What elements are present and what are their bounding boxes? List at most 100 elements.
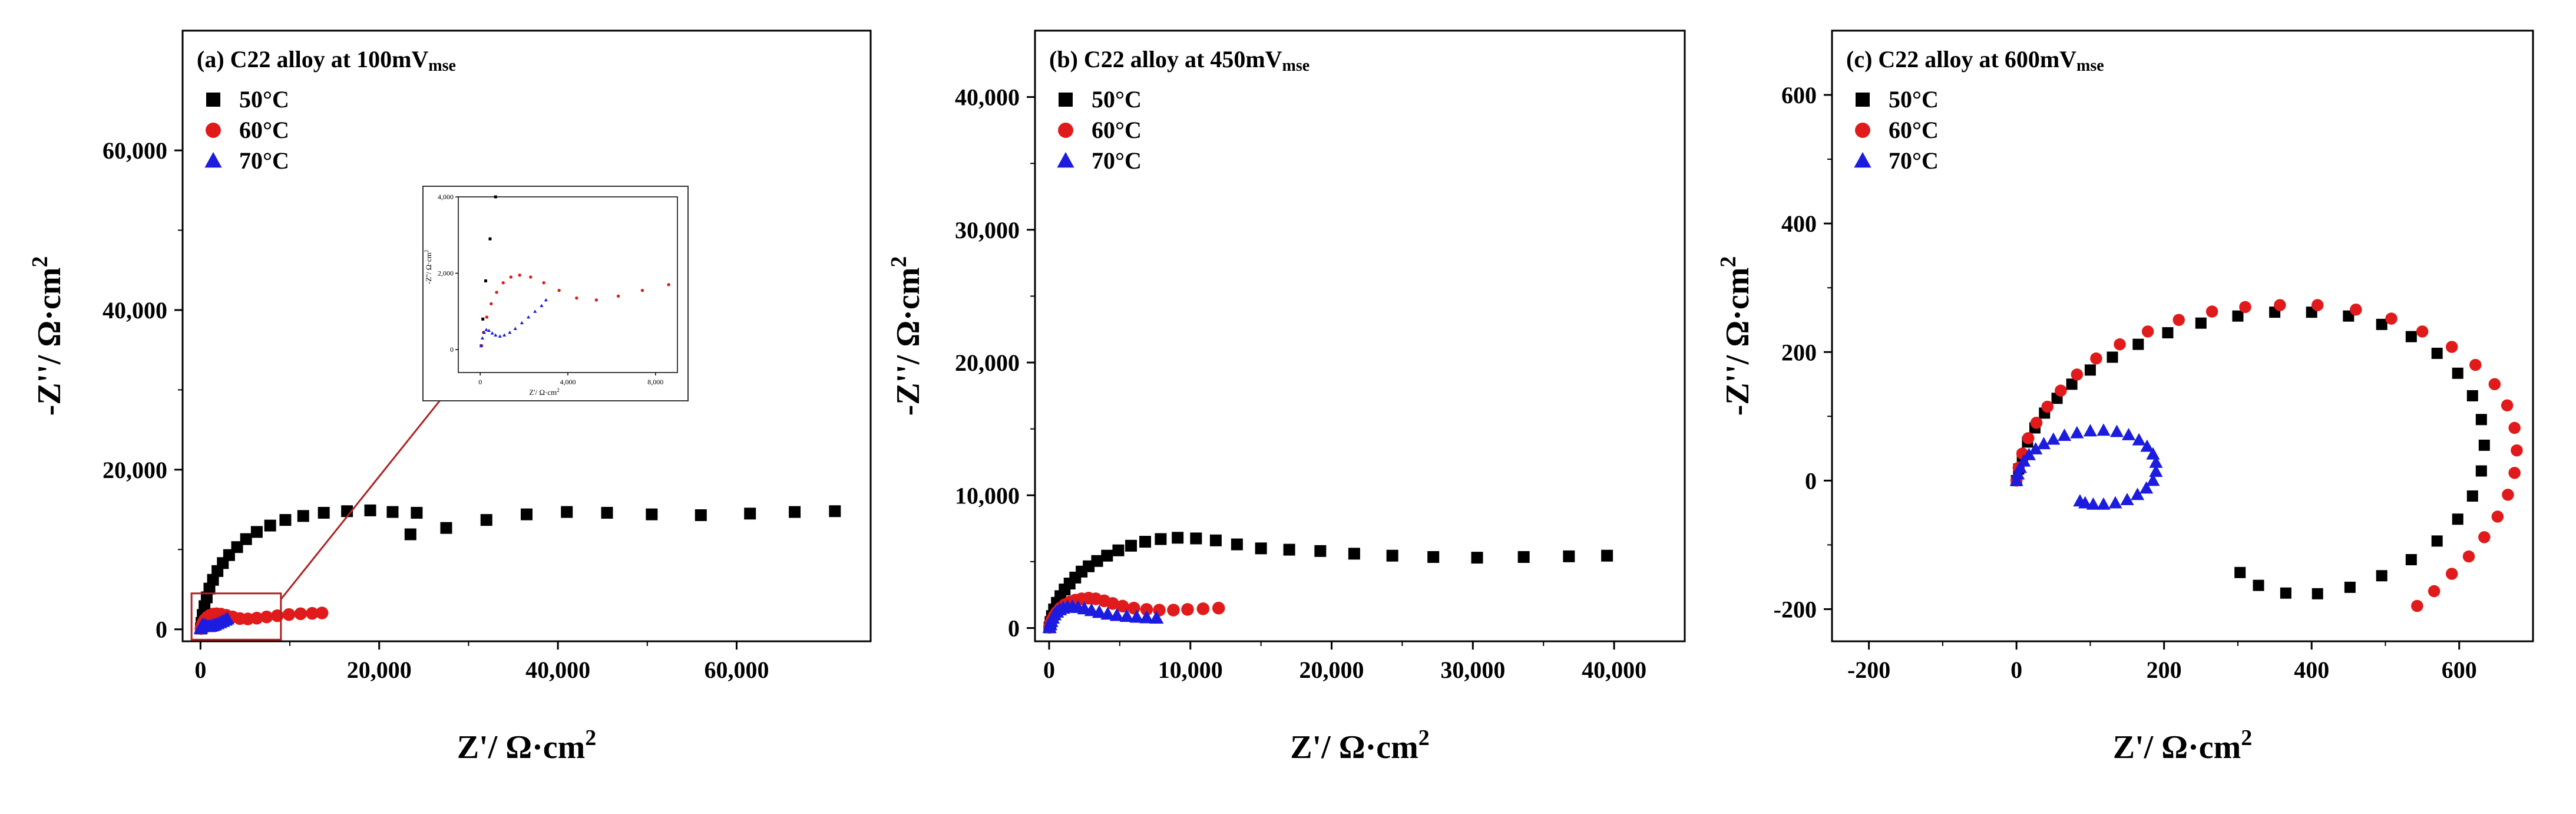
data-point bbox=[2350, 304, 2362, 316]
data-point bbox=[1348, 548, 1360, 560]
data-point bbox=[2488, 378, 2501, 391]
data-point bbox=[2376, 570, 2387, 582]
y-tick-label: 200 bbox=[1781, 339, 1817, 365]
data-point bbox=[2070, 426, 2084, 439]
data-point bbox=[2149, 455, 2163, 468]
data-point bbox=[1181, 603, 1194, 616]
legend-marker bbox=[1854, 151, 1871, 168]
inset-x-tick-label: 8,000 bbox=[647, 378, 663, 386]
data-point bbox=[1563, 550, 1575, 562]
inset-data-point bbox=[540, 304, 544, 307]
y-tick-label: 0 bbox=[156, 617, 167, 643]
inset-data-point bbox=[508, 330, 512, 334]
y-axis-label: -Z''/ Ω·cm2 bbox=[1716, 256, 1756, 416]
data-point bbox=[2146, 473, 2160, 486]
data-point bbox=[231, 541, 243, 553]
data-point bbox=[2405, 554, 2417, 566]
y-tick-label: 400 bbox=[1781, 210, 1817, 237]
data-point bbox=[2280, 587, 2291, 599]
data-point bbox=[2239, 301, 2251, 314]
data-point bbox=[2195, 317, 2207, 329]
y-tick-label: 30,000 bbox=[955, 217, 1020, 243]
inset-data-point bbox=[485, 315, 489, 319]
inset-x-axis-label: Z'/ Ω·cm2 bbox=[529, 387, 560, 397]
data-point bbox=[250, 526, 263, 538]
legend-marker bbox=[1856, 93, 1870, 107]
inset-data-point bbox=[667, 283, 670, 286]
data-point bbox=[294, 607, 307, 621]
x-tick-label: 0 bbox=[1043, 657, 1055, 683]
legend-marker bbox=[206, 93, 220, 107]
data-point bbox=[2475, 414, 2487, 426]
data-point bbox=[2253, 579, 2264, 591]
data-point bbox=[2132, 338, 2144, 350]
y-tick-label: 60,000 bbox=[102, 137, 167, 164]
data-point bbox=[2416, 325, 2429, 338]
data-point bbox=[1119, 609, 1135, 622]
data-point bbox=[2428, 585, 2441, 598]
series-70°C bbox=[2009, 423, 2163, 510]
data-point bbox=[2478, 531, 2491, 543]
data-point bbox=[2234, 566, 2246, 578]
inset-data-point bbox=[482, 330, 486, 334]
data-point bbox=[1283, 543, 1295, 556]
data-point bbox=[2046, 432, 2061, 445]
plot-frame bbox=[181, 29, 872, 642]
inset-data-point bbox=[518, 273, 521, 277]
data-point bbox=[2502, 489, 2514, 501]
data-point bbox=[1100, 607, 1115, 620]
data-point bbox=[1190, 532, 1202, 545]
x-tick-label: 40,000 bbox=[525, 657, 590, 683]
data-point bbox=[1209, 534, 1222, 546]
inset-data-point bbox=[484, 279, 487, 283]
data-point bbox=[2274, 299, 2286, 311]
inset-data-point bbox=[495, 291, 498, 294]
data-point bbox=[2096, 423, 2111, 436]
data-point bbox=[364, 504, 376, 516]
data-point bbox=[2029, 441, 2043, 454]
inset-border bbox=[422, 186, 689, 401]
data-point bbox=[1155, 533, 1167, 545]
data-point bbox=[2131, 487, 2145, 500]
chart-title: (a) C22 alloy at 100mVmse bbox=[197, 46, 456, 75]
data-point bbox=[2058, 429, 2072, 441]
data-point bbox=[2405, 331, 2417, 342]
data-point bbox=[2452, 367, 2463, 379]
data-point bbox=[315, 607, 329, 619]
data-point bbox=[1517, 551, 1530, 563]
data-point bbox=[1101, 549, 1113, 562]
x-tick-label: 0 bbox=[2010, 657, 2022, 683]
data-point bbox=[282, 608, 296, 621]
data-point bbox=[250, 611, 263, 625]
legend-marker bbox=[1059, 93, 1073, 107]
data-point bbox=[2491, 510, 2504, 523]
data-point bbox=[2022, 432, 2035, 444]
x-tick-label: 400 bbox=[2294, 657, 2329, 683]
data-point bbox=[2311, 299, 2324, 311]
data-point bbox=[2508, 467, 2521, 479]
data-point bbox=[1386, 549, 1398, 562]
data-point bbox=[1109, 608, 1125, 621]
data-point bbox=[2466, 390, 2478, 401]
series-50°C bbox=[2010, 307, 2490, 599]
legend-marker bbox=[1058, 123, 1073, 138]
chart-title: (b) C22 alloy at 450mVmse bbox=[1049, 46, 1310, 75]
x-tick-label: 600 bbox=[2442, 657, 2477, 683]
inset-y-axis-label: -Z''/ Ω·cm2 bbox=[424, 250, 433, 284]
data-point bbox=[2501, 399, 2514, 412]
x-axis-label: Z'/ Ω·cm2 bbox=[1290, 726, 1430, 766]
chart-panel-a: 0 20,000 40,000 60,000 0 20,000 40,000 60,000 Z'… bbox=[28, 29, 872, 766]
legend-marker bbox=[206, 123, 221, 138]
data-point bbox=[1196, 602, 1210, 615]
y-tick-label: 0 bbox=[1008, 615, 1020, 641]
data-point bbox=[2466, 490, 2478, 502]
data-point bbox=[2073, 494, 2087, 507]
legend-marker bbox=[204, 151, 222, 168]
x-axis-label: Z'/ Ω·cm2 bbox=[2113, 726, 2253, 766]
inset-data-point bbox=[502, 333, 507, 337]
data-point bbox=[2205, 305, 2218, 318]
x-tick-label: 20,000 bbox=[1299, 657, 1364, 683]
x-tick-label: 20,000 bbox=[347, 657, 412, 683]
data-point bbox=[1139, 536, 1152, 548]
